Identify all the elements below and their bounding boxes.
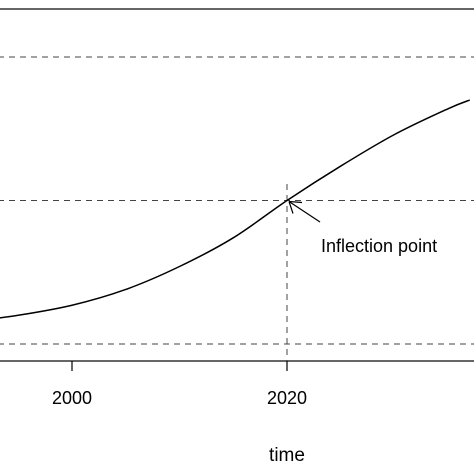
x-tick-label-0: 2000 (52, 388, 92, 408)
reference-lines (0, 56, 474, 361)
series-line (0, 99, 471, 319)
x-tick-label-1: 2020 (267, 388, 307, 408)
annotation-arrow (288, 200, 321, 223)
annotation-arrow-head (288, 200, 303, 214)
x-axis-label: time (269, 445, 305, 466)
annotation-arrow-shaft (288, 200, 321, 223)
plot-frame (0, 8, 474, 362)
annotation-label: Inflection point (321, 236, 437, 256)
x-axis-ticks: 2000 2020 (52, 361, 307, 408)
